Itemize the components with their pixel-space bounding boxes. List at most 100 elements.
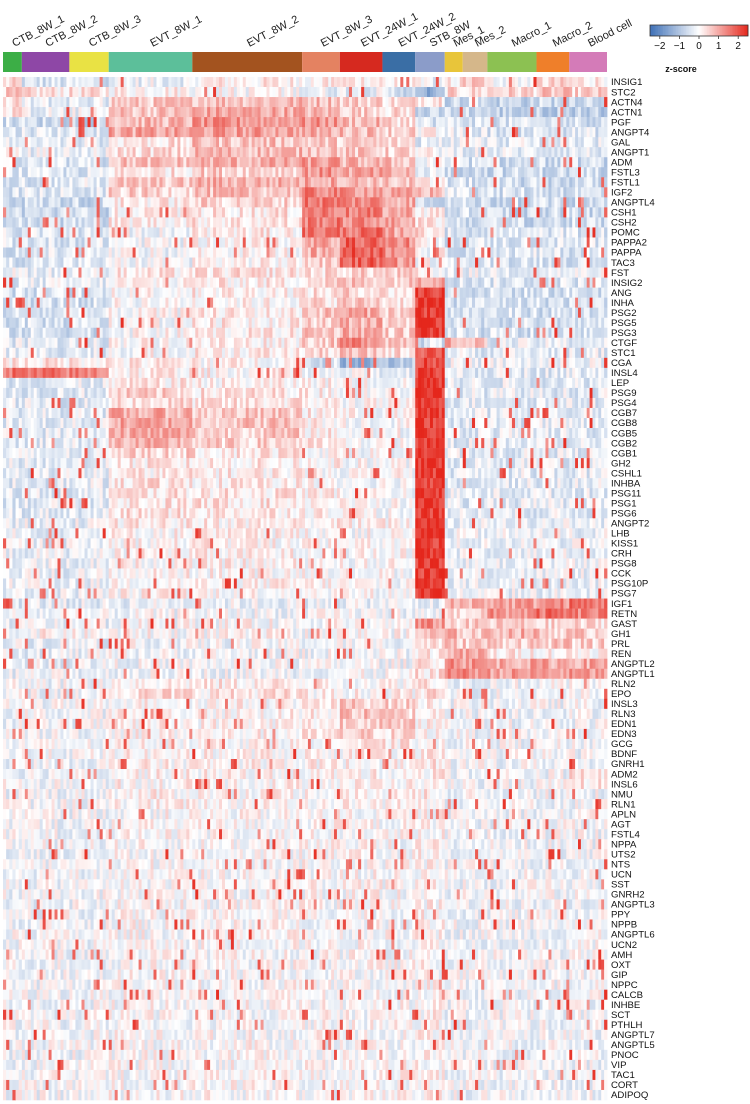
heatmap-cell bbox=[348, 277, 353, 288]
heatmap-cell bbox=[138, 87, 142, 98]
heatmap-cell bbox=[254, 237, 259, 248]
heatmap-cell bbox=[290, 207, 294, 218]
heatmap-cell bbox=[272, 187, 276, 198]
heatmap-cell bbox=[245, 87, 250, 98]
heatmap-cell bbox=[388, 127, 392, 138]
heatmap-cell bbox=[453, 187, 458, 198]
heatmap-cell bbox=[418, 157, 422, 168]
heatmap-cell bbox=[438, 297, 443, 308]
heatmap-cell bbox=[415, 107, 419, 118]
heatmap-cell bbox=[242, 127, 247, 138]
heatmap-cell bbox=[412, 167, 416, 178]
heatmap-cell bbox=[156, 197, 160, 208]
heatmap-cell bbox=[153, 217, 157, 228]
heatmap-cell bbox=[484, 227, 488, 238]
heatmap-cell bbox=[447, 287, 452, 298]
heatmap-cell bbox=[524, 107, 528, 118]
heatmap-cell bbox=[468, 227, 473, 238]
heatmap-cell bbox=[367, 107, 371, 118]
heatmap-cell bbox=[336, 167, 341, 178]
heatmap-cell bbox=[171, 167, 175, 178]
heatmap-cell bbox=[210, 87, 214, 98]
heatmap-cell bbox=[373, 237, 377, 248]
cluster-bar-segment bbox=[415, 52, 445, 72]
heatmap-cell bbox=[493, 147, 497, 158]
heatmap-cell bbox=[307, 187, 312, 198]
heatmap-cell bbox=[432, 97, 437, 108]
heatmap-cell bbox=[221, 187, 226, 198]
heatmap-cell bbox=[515, 177, 519, 188]
heatmap-cell bbox=[373, 167, 377, 178]
heatmap-cell bbox=[219, 147, 223, 158]
heatmap-cell bbox=[233, 297, 238, 308]
heatmap-cell bbox=[287, 127, 291, 138]
heatmap-cell bbox=[75, 237, 79, 248]
heatmap-cell bbox=[9, 147, 13, 158]
heatmap-cell bbox=[299, 177, 303, 188]
heatmap-cell bbox=[192, 167, 196, 178]
heatmap-cell bbox=[236, 137, 241, 148]
heatmap-cell bbox=[260, 137, 264, 148]
heatmap-cell bbox=[135, 297, 139, 308]
heatmap-cell bbox=[508, 277, 513, 288]
heatmap-cell bbox=[475, 197, 479, 208]
heatmap-cell bbox=[421, 187, 425, 198]
heatmap-cell bbox=[242, 77, 247, 88]
heatmap-cell bbox=[421, 227, 425, 238]
heatmap-cell bbox=[278, 87, 282, 98]
heatmap-cell bbox=[459, 187, 464, 198]
heatmap-cell bbox=[177, 187, 181, 198]
heatmap-cell bbox=[45, 317, 49, 329]
heatmap-cell bbox=[33, 147, 38, 158]
heatmap-cell bbox=[269, 267, 273, 278]
heatmap-cell bbox=[210, 157, 214, 168]
heatmap-cell bbox=[165, 97, 169, 108]
heatmap-cell bbox=[364, 87, 368, 98]
heatmap-cell bbox=[403, 137, 407, 148]
heatmap-cell bbox=[42, 127, 47, 138]
heatmap-cell bbox=[299, 257, 303, 268]
heatmap-cell bbox=[412, 107, 416, 118]
heatmap-cell bbox=[578, 107, 582, 118]
heatmap-cell bbox=[444, 87, 449, 98]
heatmap-cell bbox=[204, 217, 208, 228]
heatmap-cell bbox=[580, 107, 585, 118]
heatmap-cell bbox=[266, 277, 270, 288]
heatmap-cell bbox=[595, 77, 599, 88]
heatmap-cell bbox=[69, 287, 73, 298]
heatmap-cell bbox=[310, 97, 315, 108]
heatmap-cell bbox=[355, 237, 359, 248]
heatmap-cell bbox=[102, 167, 107, 178]
heatmap-cell bbox=[153, 257, 157, 268]
heatmap-cell bbox=[293, 287, 297, 298]
heatmap-cell bbox=[478, 167, 482, 178]
heatmap-cell bbox=[120, 87, 125, 98]
heatmap-cell bbox=[248, 127, 253, 138]
heatmap-cell bbox=[275, 77, 279, 88]
heatmap-cell bbox=[533, 237, 537, 248]
heatmap-cell bbox=[290, 277, 294, 288]
heatmap-cell bbox=[403, 97, 407, 108]
heatmap-cell bbox=[322, 137, 326, 148]
heatmap-cell bbox=[260, 227, 264, 238]
heatmap-cell bbox=[224, 167, 229, 178]
heatmap-cell bbox=[213, 307, 217, 319]
heatmap-cell bbox=[63, 217, 67, 228]
heatmap-cell bbox=[135, 77, 139, 88]
heatmap-cell bbox=[560, 177, 564, 188]
heatmap-cell bbox=[533, 307, 537, 319]
heatmap-cell bbox=[334, 287, 338, 298]
heatmap-cell bbox=[316, 117, 320, 128]
heatmap-cell bbox=[156, 117, 160, 128]
heatmap-cell bbox=[177, 117, 181, 128]
heatmap-cell bbox=[293, 97, 297, 108]
heatmap-row bbox=[3, 297, 608, 308]
heatmap-cell bbox=[198, 117, 202, 128]
heatmap-cell bbox=[102, 157, 107, 168]
heatmap-cell bbox=[183, 237, 187, 248]
heatmap-cell bbox=[348, 137, 353, 148]
heatmap-cell bbox=[242, 87, 247, 98]
heatmap-cell bbox=[299, 87, 303, 98]
heatmap-cell bbox=[9, 97, 13, 108]
heatmap-cell bbox=[583, 247, 588, 258]
